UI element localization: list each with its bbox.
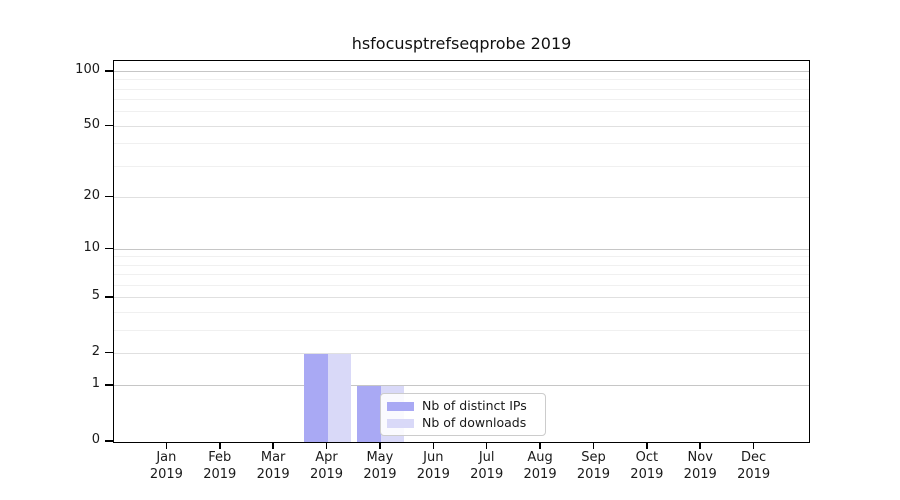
x-tick-year: 2019: [363, 467, 397, 482]
y-tick-mark: [105, 440, 113, 442]
mid-gridline: [114, 196, 809, 198]
x-tick-label: Mar 2019: [243, 449, 303, 483]
x-tick-year: 2019: [737, 467, 771, 482]
x-tick-month: Jan: [156, 450, 177, 465]
x-tick-mark: [699, 443, 701, 449]
x-tick-mark: [219, 443, 221, 449]
x-tick-mark: [539, 443, 541, 449]
x-tick-mark: [752, 443, 755, 449]
major-gridline: [114, 385, 809, 387]
x-tick-year: 2019: [149, 467, 183, 482]
x-tick-month: Jun: [423, 450, 444, 465]
legend: Nb of distinct IPs Nb of downloads: [380, 393, 546, 436]
x-tick-label: Aug 2019: [510, 449, 570, 483]
x-tick-label: Jan 2019: [136, 449, 196, 483]
x-tick-month: Aug: [527, 450, 553, 465]
y-tick-mark: [105, 124, 113, 127]
y-tick-mark: [105, 296, 113, 298]
minor-gridline: [114, 143, 809, 145]
x-tick-month: Apr: [315, 450, 338, 465]
x-tick-label: Oct 2019: [617, 449, 677, 483]
bar-apr-downloads: [327, 353, 352, 442]
x-tick-label: Dec 2019: [724, 449, 784, 483]
x-tick-mark: [485, 443, 488, 449]
y-tick-mark: [105, 384, 113, 386]
x-tick-mark: [325, 443, 328, 449]
minor-gridline: [114, 274, 809, 276]
chart-title: hsfocusptrefseqprobe 2019: [351, 34, 572, 53]
y-tick-label: 2: [91, 343, 100, 359]
x-tick-month: Mar: [260, 450, 286, 465]
x-tick-year: 2019: [256, 467, 290, 482]
legend-item-distinct-ips: Nb of distinct IPs: [387, 399, 545, 413]
x-tick-month: Oct: [635, 450, 659, 465]
minor-gridline: [114, 165, 809, 167]
minor-gridline: [114, 111, 809, 113]
minor-gridline: [114, 329, 809, 331]
x-tick-label: Apr 2019: [297, 449, 357, 483]
legend-swatch-distinct-ips-icon: [387, 401, 414, 411]
x-tick-month: Feb: [208, 450, 232, 465]
x-tick-year: 2019: [203, 467, 237, 482]
x-tick-month: Dec: [741, 450, 767, 465]
mid-gridline: [114, 125, 809, 127]
y-tick-label: 10: [83, 239, 100, 255]
y-tick-label: 50: [83, 116, 100, 132]
y-tick-mark: [105, 195, 113, 198]
x-tick-label: May 2019: [350, 449, 410, 483]
minor-gridline: [114, 88, 809, 90]
y-tick-label: 0: [91, 432, 100, 447]
x-tick-label: Nov 2019: [670, 449, 730, 483]
x-tick-label: Jul 2019: [457, 449, 517, 483]
legend-item-downloads: Nb of downloads: [387, 416, 545, 430]
y-tick-label: 5: [91, 288, 100, 304]
x-tick-year: 2019: [523, 467, 557, 482]
x-tick-mark: [165, 443, 168, 449]
major-gridline: [114, 71, 809, 72]
x-tick-year: 2019: [630, 467, 664, 482]
major-gridline: [114, 248, 809, 250]
y-tick-mark: [105, 247, 113, 250]
x-tick-year: 2019: [416, 467, 450, 482]
y-tick-label: 100: [75, 62, 100, 77]
legend-label-distinct-ips: Nb of distinct IPs: [422, 398, 527, 413]
x-tick-year: 2019: [309, 467, 344, 482]
x-tick-year: 2019: [576, 467, 610, 482]
minor-gridline: [114, 79, 809, 81]
minor-gridline: [114, 311, 809, 313]
x-tick-month: May: [366, 450, 394, 465]
minor-gridline: [114, 256, 809, 258]
x-tick-mark: [432, 443, 435, 449]
x-tick-mark: [379, 443, 381, 449]
x-tick-mark: [592, 443, 595, 449]
x-tick-label: Sep 2019: [563, 449, 623, 483]
legend-label-downloads: Nb of downloads: [422, 415, 527, 430]
x-tick-year: 2019: [683, 467, 717, 482]
y-tick-mark: [105, 70, 113, 72]
x-tick-month: Nov: [687, 450, 713, 465]
x-tick-mark: [646, 443, 648, 449]
bar-apr-distinct-ips: [304, 353, 328, 442]
y-tick-mark: [105, 351, 113, 354]
y-tick-label: 20: [83, 187, 100, 203]
plot-area: [113, 60, 810, 443]
minor-gridline: [114, 264, 809, 266]
x-tick-label: Jun 2019: [403, 449, 463, 483]
mid-gridline: [114, 297, 809, 299]
x-tick-label: Feb 2019: [190, 449, 250, 483]
x-tick-mark: [272, 443, 274, 449]
minor-gridline: [114, 284, 809, 286]
legend-swatch-downloads-icon: [387, 418, 414, 428]
x-tick-month: Sep: [581, 450, 606, 465]
x-tick-month: Jul: [478, 450, 495, 465]
y-tick-label: 1: [91, 376, 100, 392]
bar-may-distinct-ips: [357, 386, 381, 442]
x-tick-year: 2019: [470, 467, 504, 482]
mid-gridline: [114, 352, 809, 354]
minor-gridline: [114, 99, 809, 101]
